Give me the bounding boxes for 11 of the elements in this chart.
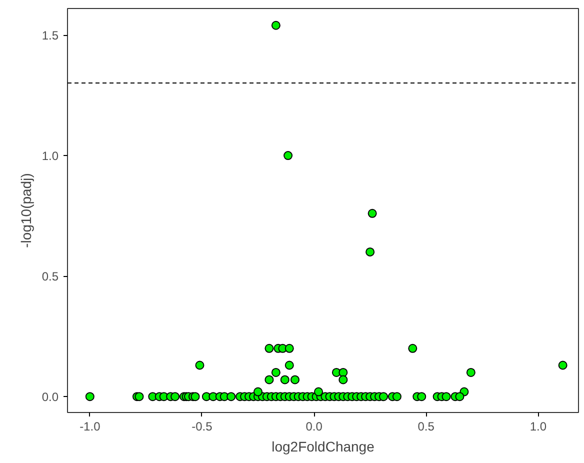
y-tick-label: 1.5 xyxy=(42,28,59,43)
x-tick-label: 0.0 xyxy=(306,420,323,434)
x-tick-label: 0.5 xyxy=(418,420,435,434)
x-axis-title: log2FoldChange xyxy=(272,438,375,454)
y-tick-label: 0.5 xyxy=(42,270,59,284)
y-tick-label: 0.0 xyxy=(42,390,59,404)
y-axis-title: -log10(padj) xyxy=(18,173,34,248)
x-tick-label: -1.0 xyxy=(80,420,101,434)
x-tick-label: -0.5 xyxy=(192,420,213,434)
y-tick-label: 1.0 xyxy=(42,149,59,164)
x-tick-label: 1.0 xyxy=(530,420,547,434)
